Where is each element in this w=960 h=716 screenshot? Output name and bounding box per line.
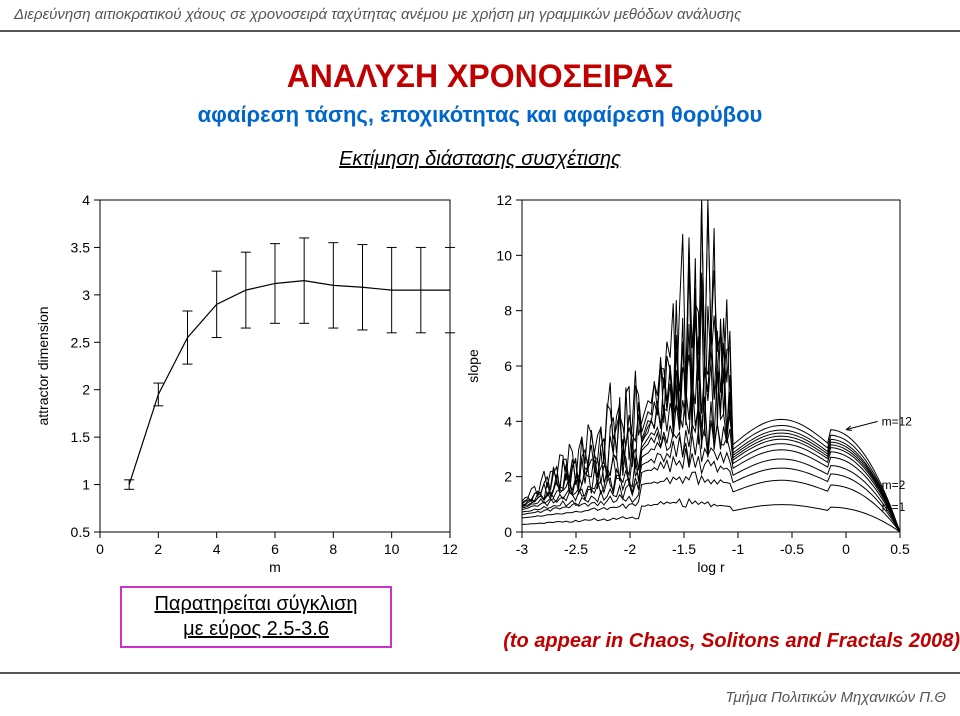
charts-container: 0 2 4 6 8 10 12 0.5 1 1.5 2 2.5 3 3.5 4 m attractor dime…: [30, 190, 950, 580]
svg-text:m=12: m=12: [882, 414, 913, 428]
svg-text:0.5: 0.5: [71, 524, 91, 540]
convergence-callout: Παρατηρείται σύγκλιση με εύρος 2.5-3.6: [120, 586, 392, 648]
svg-text:0: 0: [96, 541, 104, 557]
svg-text:6: 6: [271, 541, 279, 557]
svg-text:10: 10: [384, 541, 400, 557]
svg-text:2: 2: [504, 469, 512, 485]
svg-text:2: 2: [154, 541, 162, 557]
svg-text:-2.5: -2.5: [564, 541, 588, 557]
chart-attractor-dimension: 0 2 4 6 8 10 12 0.5 1 1.5 2 2.5 3 3.5 4 m attractor dime…: [30, 190, 460, 580]
svg-text:-0.5: -0.5: [780, 541, 804, 557]
chart-slope-vs-logr: -3 -2.5 -2 -1.5 -1 -0.5 0 0.5 0 2 4 6 8 10 12 log r slop…: [460, 190, 950, 580]
svg-text:1.5: 1.5: [71, 429, 91, 445]
svg-text:log r: log r: [697, 559, 725, 575]
svg-text:0: 0: [842, 541, 850, 557]
svg-text:3.5: 3.5: [71, 239, 91, 255]
svg-text:2.5: 2.5: [71, 334, 91, 350]
svg-text:4: 4: [82, 192, 90, 208]
svg-text:slope: slope: [465, 349, 481, 383]
svg-text:4: 4: [213, 541, 221, 557]
svg-text:10: 10: [496, 247, 512, 263]
citation-text: (to appear in Chaos, Solitons and Fracta…: [460, 630, 960, 653]
svg-text:8: 8: [329, 541, 337, 557]
page-subtitle: αφαίρεση τάσης, εποχικότητας και αφαίρεσ…: [0, 102, 960, 128]
footer-rule: [0, 672, 960, 674]
svg-text:-1.5: -1.5: [672, 541, 696, 557]
svg-text:m=2: m=2: [882, 478, 906, 492]
svg-text:12: 12: [496, 192, 512, 208]
svg-text:8: 8: [504, 303, 512, 319]
page-header: Διερεύνηση αιτιοκρατικού χάους σε χρονοσ…: [14, 6, 741, 23]
svg-text:m: m: [269, 559, 281, 575]
page-title: ΑΝΑΛΥΣΗ ΧΡΟΝΟΣΕΙΡΑΣ: [0, 58, 960, 95]
page-footer: Τμήμα Πολιτικών Μηχανικών Π.Θ: [725, 689, 946, 706]
callout-line-2: με εύρος 2.5-3.6: [183, 618, 329, 640]
header-rule: [0, 30, 960, 32]
svg-text:1: 1: [82, 477, 90, 493]
svg-text:2: 2: [82, 382, 90, 398]
svg-text:0: 0: [504, 524, 512, 540]
svg-text:m=1: m=1: [882, 500, 906, 514]
svg-text:-3: -3: [516, 541, 529, 557]
callout-line-1: Παρατηρείται σύγκλιση: [154, 593, 357, 615]
svg-text:4: 4: [504, 413, 512, 429]
svg-text:3: 3: [82, 287, 90, 303]
svg-text:0.5: 0.5: [890, 541, 910, 557]
svg-text:6: 6: [504, 358, 512, 374]
svg-text:12: 12: [442, 541, 458, 557]
svg-text:attractor dimension: attractor dimension: [35, 306, 51, 425]
svg-text:-2: -2: [624, 541, 637, 557]
section-subheading: Εκτίμηση διάστασης συσχέτισης: [0, 148, 960, 171]
svg-text:-1: -1: [732, 541, 745, 557]
